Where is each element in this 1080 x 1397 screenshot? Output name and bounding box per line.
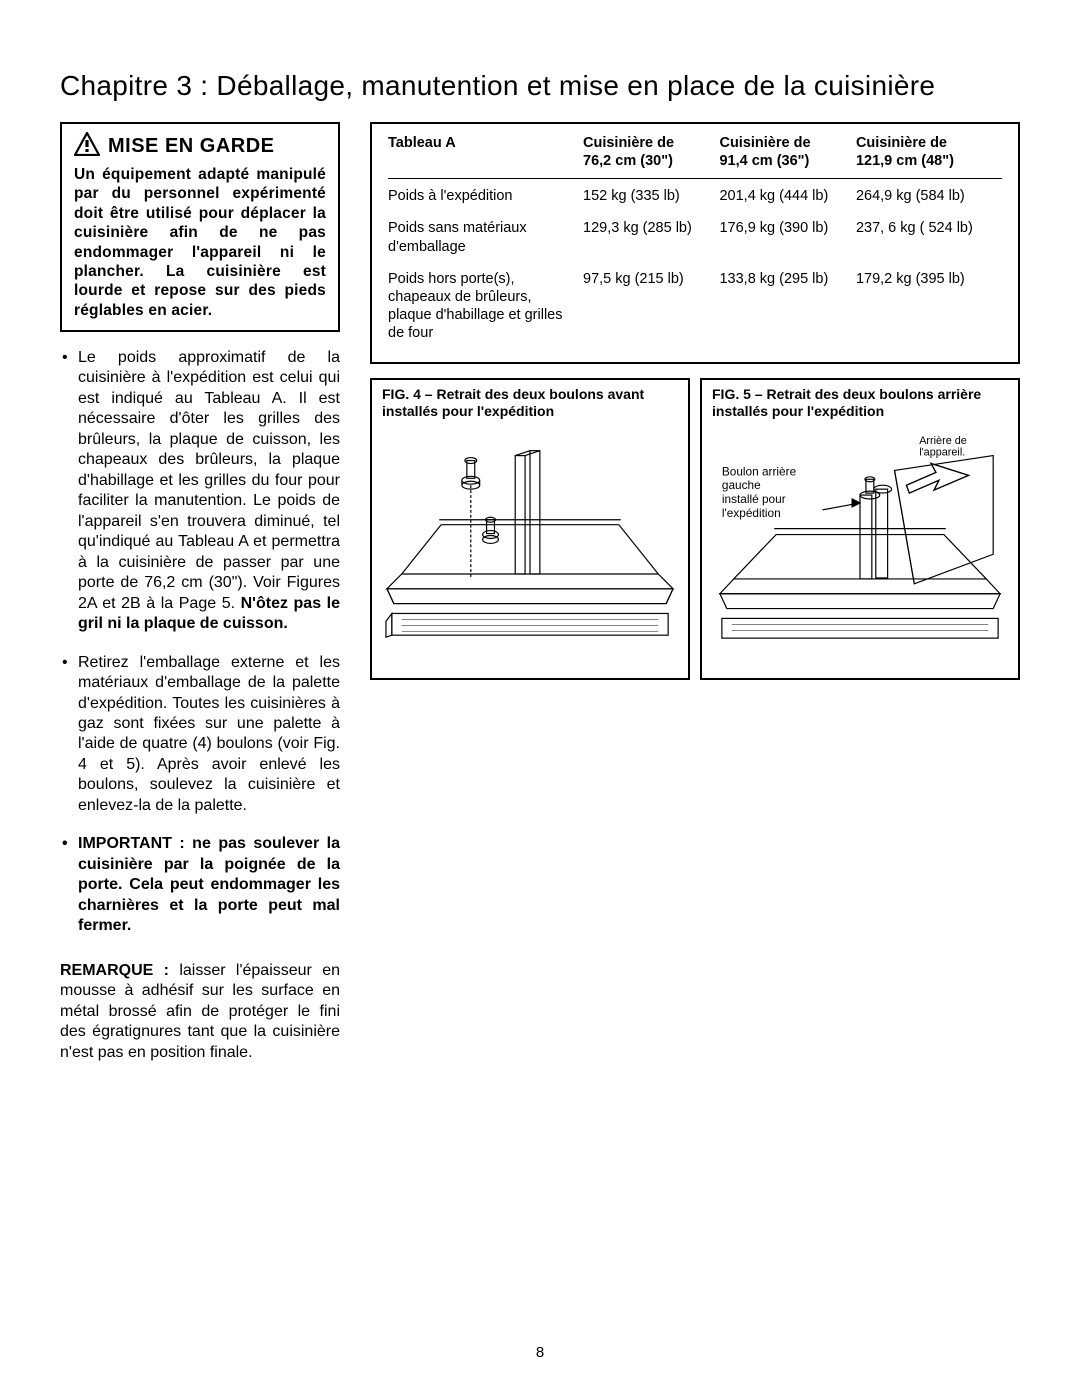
fig5-caption: FIG. 5 – Retrait des deux boulons arrièr… <box>712 386 1008 420</box>
chapter-title: Chapitre 3 : Déballage, manutention et m… <box>60 70 1020 102</box>
warning-body: Un équipement adapté manipulé par du per… <box>74 165 326 320</box>
remark-label: REMARQUE : <box>60 962 169 979</box>
fig5-label1-l1: Boulon arrière <box>722 464 797 478</box>
bullet-item-2: Retirez l'emballage externe et les matér… <box>78 653 340 817</box>
col-header-2-l1: Cuisinière de <box>719 135 810 151</box>
table-row: Poids à l'expédition 152 kg (335 lb) 201… <box>388 179 1002 212</box>
col-header-3-l2: 121,9 cm (48") <box>856 153 954 169</box>
figure-4: FIG. 4 – Retrait des deux boulons avant … <box>370 378 690 679</box>
svg-text:Arrière de l'a: Arrière de l'appareil. <box>919 434 970 458</box>
bullet-1-text-a: Le poids approximatif de la cuisinière à… <box>78 349 340 612</box>
fig5-label2-l1: Arrière de <box>919 434 967 446</box>
fig5-label1-l3: installé pour <box>722 492 786 506</box>
table-title: Tableau A <box>388 134 583 179</box>
col-header-1-l1: Cuisinière de <box>583 135 674 151</box>
fig4-illustration <box>382 426 678 668</box>
remark: REMARQUE : laisser l'épaisseur en mousse… <box>60 961 340 1063</box>
figure-5: FIG. 5 – Retrait des deux boulons arrièr… <box>700 378 1020 679</box>
instruction-list: Le poids approximatif de la cuisinière à… <box>60 348 340 937</box>
cell: 237, 6 kg ( 524 lb) <box>856 211 1002 261</box>
cell: 97,5 kg (215 lb) <box>583 262 719 349</box>
table-a: Tableau A Cuisinière de 76,2 cm (30") Cu… <box>370 122 1020 364</box>
left-column: MISE EN GARDE Un équipement adapté manip… <box>60 122 340 1063</box>
table-row: Poids sans matériaux d'emballage 129,3 k… <box>388 211 1002 261</box>
row-label: Poids sans matériaux d'emballage <box>388 211 583 261</box>
cell: 179,2 kg (395 lb) <box>856 262 1002 349</box>
row-label: Poids à l'expédition <box>388 179 583 212</box>
cell: 133,8 kg (295 lb) <box>719 262 855 349</box>
fig4-caption: FIG. 4 – Retrait des deux boulons avant … <box>382 386 678 420</box>
col-header-2: Cuisinière de 91,4 cm (36") <box>719 134 855 179</box>
content-row: MISE EN GARDE Un équipement adapté manip… <box>60 122 1020 1063</box>
table-row: Poids hors porte(s), chapeaux de brûleur… <box>388 262 1002 349</box>
fig5-label1-l4: l'expédition <box>722 505 781 519</box>
warning-icon <box>74 132 100 161</box>
cell: 152 kg (335 lb) <box>583 179 719 212</box>
fig5-illustration: Boulon arrière gauche installé pour l'ex… <box>712 426 1008 668</box>
col-header-3: Cuisinière de 121,9 cm (48") <box>856 134 1002 179</box>
fig5-label2-l2: l'appareil. <box>919 446 965 458</box>
svg-text:Boulon arrière: Boulon arrière gauche installé pour l'ex… <box>722 464 800 519</box>
figures-row: FIG. 4 – Retrait des deux boulons avant … <box>370 378 1020 679</box>
col-header-1: Cuisinière de 76,2 cm (30") <box>583 134 719 179</box>
page-number: 8 <box>0 1344 1080 1361</box>
cell: 129,3 kg (285 lb) <box>583 211 719 261</box>
col-header-3-l1: Cuisinière de <box>856 135 947 151</box>
warning-title: MISE EN GARDE <box>108 135 275 158</box>
row-label: Poids hors porte(s), chapeaux de brûleur… <box>388 262 583 349</box>
cell: 176,9 kg (390 lb) <box>719 211 855 261</box>
cell: 201,4 kg (444 lb) <box>719 179 855 212</box>
right-column: Tableau A Cuisinière de 76,2 cm (30") Cu… <box>370 122 1020 1063</box>
fig5-label1-l2: gauche <box>722 478 761 492</box>
cell: 264,9 kg (584 lb) <box>856 179 1002 212</box>
col-header-1-l2: 76,2 cm (30") <box>583 153 673 169</box>
bullet-item-1: Le poids approximatif de la cuisinière à… <box>78 348 340 635</box>
col-header-2-l2: 91,4 cm (36") <box>719 153 809 169</box>
bullet-item-3: IMPORTANT : ne pas soulever la cuisinièr… <box>78 834 340 936</box>
warning-box: MISE EN GARDE Un équipement adapté manip… <box>60 122 340 332</box>
